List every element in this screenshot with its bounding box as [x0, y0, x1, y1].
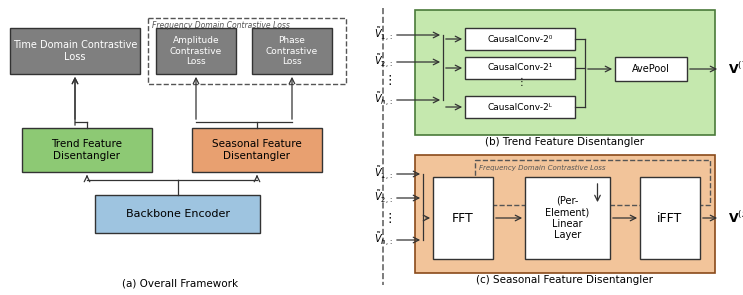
Bar — [475, 160, 710, 205]
Text: $\tilde{V}_{2,:}$: $\tilde{V}_{2,:}$ — [374, 189, 393, 207]
Text: (Per-
Element)
Linear
Layer: (Per- Element) Linear Layer — [545, 196, 590, 240]
Text: CausalConv-2ᴸ: CausalConv-2ᴸ — [487, 102, 553, 112]
Text: (c) Seasonal Feature Disentangler: (c) Seasonal Feature Disentangler — [476, 275, 654, 285]
Text: $\tilde{V}_{1,:}$: $\tilde{V}_{1,:}$ — [374, 26, 393, 44]
Text: Frequency Domain Contrastive Loss: Frequency Domain Contrastive Loss — [479, 165, 606, 171]
Bar — [95, 195, 260, 233]
Text: $\mathbf{V}^{(T)}$: $\mathbf{V}^{(T)}$ — [728, 61, 743, 77]
Text: Seasonal Feature
Disentangler: Seasonal Feature Disentangler — [212, 139, 302, 161]
Text: CausalConv-2⁰: CausalConv-2⁰ — [487, 35, 553, 43]
Text: $\vdots$: $\vdots$ — [383, 73, 392, 87]
Bar — [192, 128, 322, 172]
Bar — [465, 96, 575, 118]
Text: CausalConv-2¹: CausalConv-2¹ — [487, 63, 553, 73]
Text: Amplitude
Contrastive
Loss: Amplitude Contrastive Loss — [170, 36, 222, 66]
Bar — [433, 177, 493, 259]
Text: Frequency Domain Contrastive Loss: Frequency Domain Contrastive Loss — [152, 22, 290, 30]
Bar — [465, 57, 575, 79]
Bar — [415, 155, 715, 273]
Text: $\tilde{V}_{2,:}$: $\tilde{V}_{2,:}$ — [374, 53, 393, 71]
Bar — [10, 28, 140, 74]
Text: iFFT: iFFT — [658, 212, 683, 224]
Text: (a) Overall Framework: (a) Overall Framework — [122, 279, 238, 289]
Bar — [22, 128, 152, 172]
Bar — [156, 28, 236, 74]
Text: $\mathbf{V}^{(S)}$: $\mathbf{V}^{(S)}$ — [728, 210, 743, 226]
Text: $\tilde{V}_{h,:}$: $\tilde{V}_{h,:}$ — [374, 231, 393, 249]
Text: Backbone Encoder: Backbone Encoder — [126, 209, 230, 219]
Text: $\tilde{V}_{h,:}$: $\tilde{V}_{h,:}$ — [374, 91, 393, 109]
Text: Time Domain Contrastive
Loss: Time Domain Contrastive Loss — [13, 40, 137, 62]
Text: Phase
Contrastive
Loss: Phase Contrastive Loss — [266, 36, 318, 66]
Text: AvePool: AvePool — [632, 64, 670, 74]
Bar — [148, 18, 346, 84]
Text: FFT: FFT — [452, 212, 474, 224]
Bar — [525, 177, 610, 259]
Bar — [415, 10, 715, 135]
Text: $\vdots$: $\vdots$ — [383, 211, 392, 225]
Text: Trend Feature
Disentangler: Trend Feature Disentangler — [51, 139, 123, 161]
Bar — [252, 28, 332, 74]
Text: (b) Trend Feature Disentangler: (b) Trend Feature Disentangler — [485, 137, 645, 147]
Text: $\tilde{V}_{1,:}$: $\tilde{V}_{1,:}$ — [374, 165, 393, 183]
Bar — [615, 57, 687, 81]
Bar — [465, 28, 575, 50]
Text: $\vdots$: $\vdots$ — [516, 75, 524, 88]
Bar — [640, 177, 700, 259]
